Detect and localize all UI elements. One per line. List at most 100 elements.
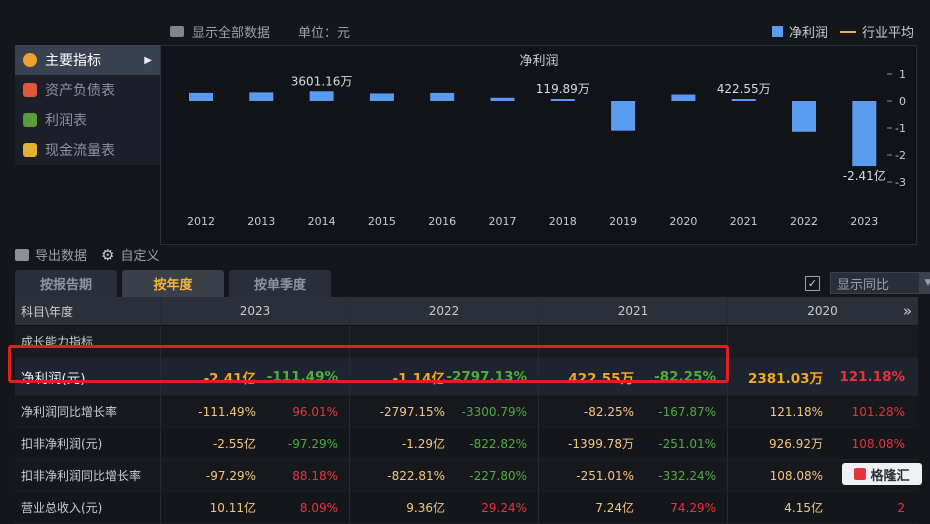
row-label: 扣非净利润同比增长率 [15,460,161,491]
cell-value: -2.41亿 [203,370,256,387]
cell-value: -822.81% [387,468,445,483]
cell-yoy: 101.28% [851,404,905,419]
cell-value: -2.55亿 [212,437,256,451]
cell-yoy: 8.09% [299,500,338,515]
x-tick-label: 2020 [669,215,697,228]
table-cell: -111.49% 96.01% [161,396,350,427]
sidebar-item-balance-sheet[interactable]: 资产负债表 [15,75,160,105]
header-label: 科目\年度 [15,297,161,325]
sidebar-item-income-statement[interactable]: 利润表 [15,105,160,135]
sidebar-item-label: 利润表 [45,113,87,129]
logo-icon [854,468,867,480]
compare-control: ✓ 显示同比 ▼ [805,272,930,294]
cell-yoy: -167.87% [658,404,716,419]
bar-2017 [490,97,515,101]
cell-yoy: -822.82% [469,436,527,451]
cell-value: -1399.78万 [568,437,634,451]
tab-by-report-period[interactable]: 按报告期 [15,270,117,297]
table-cell: -82.25% -167.87% [539,396,728,427]
show-yoy-label: 显示同比 [837,277,890,293]
x-tick-label: 2022 [790,215,818,228]
export-icon [15,248,29,261]
bar-2019 [611,101,636,131]
table-row: 净利润(元) -2.41亿 -111.49% -1.14亿 -2797.13% 422.5… [15,358,918,396]
asterisk-icon [23,53,37,67]
gear-icon[interactable]: ⚙ [101,245,115,264]
sidebar-item-cash-flow[interactable]: 现金流量表 [15,135,160,165]
cell-yoy: -111.49% [266,368,338,385]
header-year[interactable]: 2021 [539,297,728,325]
chart-svg: 净利润 2012 2013 2014 3601.16万 2015 2016 2017 2018… [187,54,906,228]
row-label: 扣非净利润(元) [15,428,161,459]
tab-by-year[interactable]: 按年度 [122,270,224,297]
table-cell: 121.18% 101.28% [728,396,917,427]
legend-series-label: 净利润 [788,26,828,41]
sidebar-item-label: 现金流量表 [45,143,115,159]
y-tick-label: 0 [899,95,906,108]
table-cell: -1399.78万 -251.01% [539,428,728,459]
table-cell: 926.92万 108.08% [728,428,917,459]
financial-table: 科目\年度 2023 2022 2021 2020 成长能力指标 净利润(元) -… [15,297,918,524]
table-row: 扣非净利润(元) -2.55亿 -97.29% -1.29亿 -822.82% -1399… [15,428,918,460]
bar-2014 [309,91,334,101]
header-year[interactable]: 2020 [807,304,838,318]
tab-by-quarter[interactable]: 按单季度 [229,270,331,297]
cell-value: 108.08% [769,468,823,483]
table-cell: 9.36亿 29.24% [350,492,539,523]
table-cell: -822.81% -227.80% [350,460,539,491]
cell-value: -1.14亿 [392,370,445,387]
table-cell: -2.55亿 -97.29% [161,428,350,459]
data-label: 3601.16万 [291,74,353,88]
cell-yoy: 29.24% [481,500,527,515]
comment-icon [170,26,184,37]
cell-value: 926.92万 [769,437,823,451]
customize-button[interactable]: 自定义 [120,249,160,264]
sidebar: 主要指标 ▶ 资产负债表 利润表 现金流量表 [15,45,160,165]
sidebar-item-main-indicators[interactable]: 主要指标 ▶ [15,45,160,75]
export-data-button[interactable]: 导出数据 [35,249,88,264]
y-tick-label: 1 [899,68,906,81]
x-tick-label: 2021 [730,215,758,228]
x-tick-label: 2013 [247,215,275,228]
data-label: -2.41亿 [843,168,886,183]
table-cell: -1.14亿 -2797.13% [350,358,539,395]
row-label: 营业总收入(元) [15,492,161,523]
bar-2016 [430,92,455,101]
section-row: 成长能力指标 [15,326,918,358]
table-row: 扣非净利润同比增长率 -97.29% 88.18% -822.81% -227.80% -… [15,460,918,492]
show-yoy-select[interactable]: 显示同比 ▼ [830,272,930,294]
show-yoy-checkbox[interactable]: ✓ [805,275,820,291]
cell-yoy: 2 [897,500,905,515]
cube-icon [23,113,37,127]
cell-value: 9.36亿 [406,501,445,515]
show-all-data-link[interactable]: 显示全部数据 [192,26,271,41]
header-year[interactable]: 2022 [350,297,539,325]
cell-value: -97.29% [205,468,256,483]
table-header: 科目\年度 2023 2022 2021 2020 [15,297,918,326]
logo: 格隆汇 [842,463,922,485]
coins-icon [23,143,37,157]
table-row: 营业总收入(元) 10.11亿 8.09% 9.36亿 29.24% 7.24亿 74.29… [15,492,918,524]
cell-yoy: -2797.13% [446,368,527,385]
cell-yoy: 88.18% [292,468,338,483]
double-chevron-right-icon[interactable]: » [902,302,912,320]
net-profit-chart: 净利润 2012 2013 2014 3601.16万 2015 2016 2017 2018… [160,45,917,245]
chart-legend: 净利润 行业平均 [771,22,914,41]
table-cell: 422.55万 -82.25% [539,358,728,395]
cell-yoy: -82.25% [654,368,716,385]
section-label: 成长能力指标 [15,326,161,357]
sidebar-item-label: 主要指标 [45,53,101,69]
cell-value: -251.01% [576,468,634,483]
x-tick-label: 2023 [850,215,878,228]
bar-2012 [189,92,213,101]
header-year[interactable]: 2023 [161,297,350,325]
legend-avg-swatch [839,30,856,33]
row-label: 净利润同比增长率 [15,396,161,427]
chart-title: 净利润 [519,54,558,69]
chevron-down-icon: ▼ [919,273,930,293]
table-row: 净利润同比增长率 -111.49% 96.01% -2797.15% -3300.79%… [15,396,918,428]
y-tick-label: -2 [895,149,906,162]
row-label: 净利润(元) [15,358,161,395]
table-cell: -2797.15% -3300.79% [350,396,539,427]
cell-yoy: 108.08% [851,436,905,451]
